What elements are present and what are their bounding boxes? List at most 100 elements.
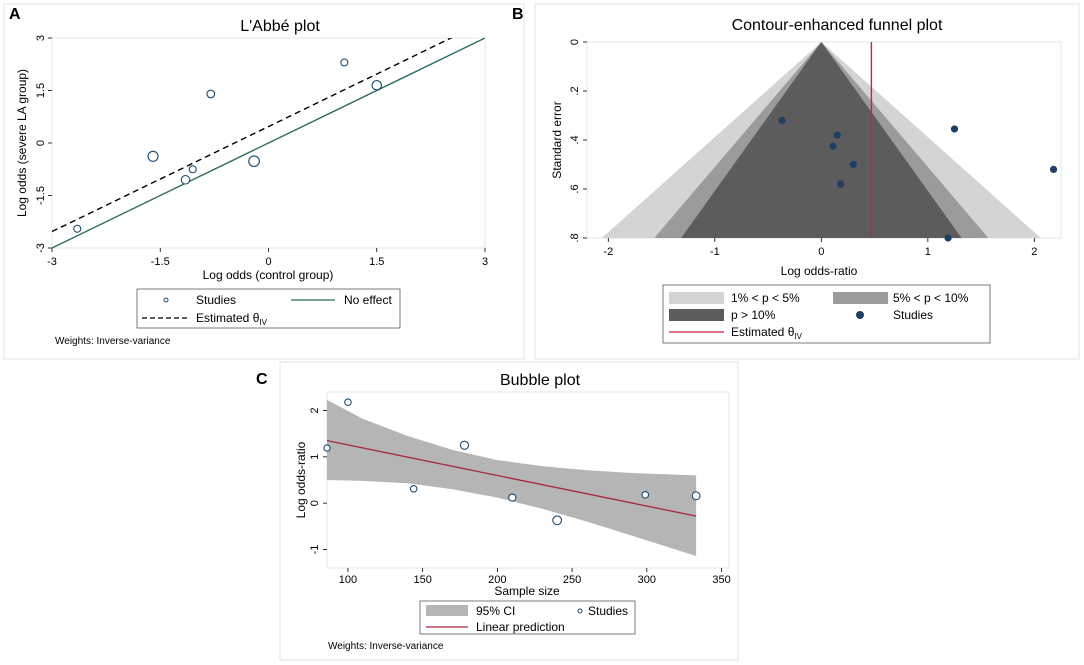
a-y-tick-label-4: 3 <box>35 35 47 41</box>
b-y-tick-label-3: .6 <box>569 184 581 193</box>
legend-band-2-label: 5% < p < 10% <box>893 291 969 305</box>
study-point-c-7 <box>691 491 701 501</box>
estimated-effect-line <box>52 38 453 233</box>
c-x-tick-label-4: 300 <box>638 574 656 586</box>
panel-a-clipped <box>52 38 485 248</box>
panel-b-legend: 1% < p < 5% 5% < p < 10% p > 10% Studies… <box>662 284 991 344</box>
study-point-c-0 <box>323 444 331 452</box>
legend-no-effect-label: No effect <box>344 293 392 307</box>
panel-c-title: Bubble plot <box>500 372 581 389</box>
panel-c-letter: C <box>256 371 268 388</box>
study-point-a-6 <box>340 58 349 67</box>
legend-band-3-swatch <box>669 309 724 321</box>
study-point-a-3 <box>188 165 197 174</box>
study-point-b-6 <box>1049 165 1058 173</box>
panel-c-weights-note: Weights: Inverse-variance <box>328 641 444 652</box>
legend-band-3-label: p > 10% <box>731 308 776 322</box>
c-y-tick-label-0: -1 <box>309 545 321 555</box>
panel-a-title: L'Abbé plot <box>240 18 320 35</box>
no-effect-line <box>52 38 485 248</box>
c-x-tick-label-3: 250 <box>563 574 581 586</box>
legend-studies-marker <box>163 297 169 303</box>
panel-b-plot <box>601 42 1058 242</box>
panel-b: B Contour-enhanced funnel plot 0 .2 .4 .6 .8… <box>512 3 1080 360</box>
c-y-tick-label-1: 0 <box>309 500 321 506</box>
study-point-a-0 <box>73 224 82 233</box>
c-y-tick-label-2: 1 <box>309 454 321 460</box>
panel-c-y-ticks: -1 0 1 2 <box>309 407 327 554</box>
study-point-c-4 <box>508 493 517 502</box>
panel-a-x-label: Log odds (control group) <box>203 268 334 282</box>
study-point-a-1 <box>147 150 159 162</box>
panel-a-plot <box>52 38 485 248</box>
panel-a-legend-box <box>136 288 401 329</box>
panel-b-x-label: Log odds-ratio <box>781 264 858 278</box>
study-point-a-7 <box>371 80 382 91</box>
study-point-b-5 <box>950 125 959 133</box>
panel-a-x-ticks: -3 -1.5 0 1.5 3 <box>47 248 488 268</box>
legend-estimated-label: Estimated θIV <box>196 311 268 327</box>
study-point-b-0 <box>778 116 786 124</box>
panel-b-y-label: Standard error <box>550 101 564 178</box>
panel-a-legend: Studies No effect Estimated θIV <box>136 288 401 329</box>
panel-c-y-label: Log odds-ratio <box>294 441 308 518</box>
funnel-band-10pct <box>681 42 962 238</box>
legend-studies-label-b: Studies <box>893 308 933 322</box>
legend-studies-label: Studies <box>196 293 236 307</box>
study-point-a-4 <box>206 89 216 99</box>
linear-prediction-line <box>326 439 697 517</box>
c-x-tick-label-1: 150 <box>413 574 431 586</box>
legend-band-1-swatch <box>669 292 724 304</box>
panel-b-title: Contour-enhanced funnel plot <box>732 17 943 34</box>
a-y-tick-label-2: 0 <box>35 140 47 146</box>
legend-studies-marker-b <box>856 311 864 319</box>
panel-c-x-ticks: 100 150 200 250 300 350 <box>339 568 731 586</box>
study-point-b-2 <box>829 142 837 150</box>
panel-c: C Bubble plot -1 0 1 2 100 150 200 250 300 350 S… <box>256 361 739 661</box>
study-point-c-3 <box>459 440 470 450</box>
study-point-c-6 <box>641 491 650 499</box>
study-point-c-5 <box>552 515 563 526</box>
c-y-tick-label-3: 2 <box>309 407 321 413</box>
a-x-tick-label-1: -1.5 <box>151 256 170 268</box>
a-x-tick-label-4: 3 <box>482 256 488 268</box>
a-y-tick-label-3: 1.5 <box>35 83 47 98</box>
legend-ci-label: 95% CI <box>476 604 515 618</box>
study-point-b-4 <box>836 180 845 188</box>
panel-a-y-ticks: -3 -1.5 0 1.5 3 <box>35 35 52 253</box>
b-y-tick-label-1: .2 <box>569 86 581 95</box>
study-point-c-2 <box>409 484 418 493</box>
panel-a-weights-note: Weights: Inverse-variance <box>55 336 171 347</box>
study-point-c-1 <box>344 398 352 406</box>
b-x-tick-label-1: -1 <box>710 246 720 258</box>
c-x-tick-label-2: 200 <box>488 574 506 586</box>
study-point-b-7 <box>944 234 952 242</box>
panel-c-x-label: Sample size <box>494 584 560 598</box>
legend-ci-swatch <box>426 605 468 616</box>
b-x-tick-label-4: 2 <box>1031 246 1037 258</box>
study-point-a-5 <box>248 155 260 168</box>
c-x-tick-label-0: 100 <box>339 574 357 586</box>
a-y-tick-label-0: -3 <box>35 243 47 253</box>
legend-studies-marker-c <box>577 608 583 614</box>
panel-c-plot <box>323 398 701 556</box>
a-y-tick-label-1: -1.5 <box>35 186 47 205</box>
b-x-tick-label-3: 1 <box>925 246 931 258</box>
legend-band-2-swatch <box>833 292 888 304</box>
study-point-b-1 <box>833 131 841 139</box>
panel-c-legend: 95% CI Studies Linear prediction <box>419 600 636 635</box>
panel-b-x-ticks: -2 -1 0 1 2 <box>603 238 1037 258</box>
c-x-tick-label-5: 350 <box>712 574 730 586</box>
legend-prediction-label: Linear prediction <box>476 620 565 634</box>
a-x-tick-label-3: 1.5 <box>369 256 384 268</box>
legend-band-1-label: 1% < p < 5% <box>731 291 800 305</box>
panel-a: A L'Abbé plot -3 -1.5 0 1.5 3 -3 -1.5 0 1.5 3 Lo… <box>3 3 525 360</box>
study-point-b-3 <box>849 160 857 169</box>
panel-b-letter: B <box>512 6 524 23</box>
panel-b-y-ticks: 0 .2 .4 .6 .8 <box>569 39 587 243</box>
b-x-tick-label-0: -2 <box>603 246 613 258</box>
b-y-tick-label-2: .4 <box>569 135 581 144</box>
legend-estimate-label-b: Estimated θIV <box>731 325 803 341</box>
panel-a-letter: A <box>9 6 21 23</box>
